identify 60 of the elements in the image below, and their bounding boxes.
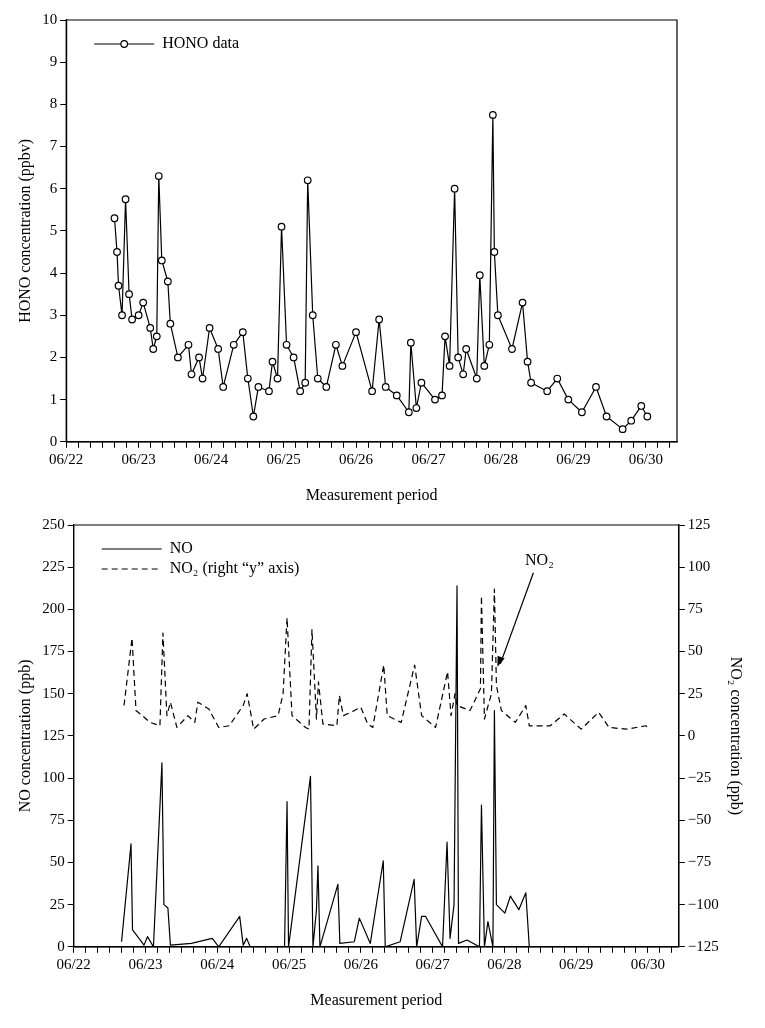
y-tick-label: 6 [49, 179, 58, 196]
x-tick-label: 06/29 [556, 450, 591, 467]
y-tick-label: 0 [49, 432, 58, 449]
y-tick-label: 250 [42, 515, 65, 532]
x-tick-label: 06/27 [411, 450, 447, 467]
x-tick-label: 06/25 [271, 955, 307, 972]
y2-tick-label: 50 [687, 642, 703, 659]
legend-label: HONO data [162, 34, 240, 52]
x-tick-label: 06/23 [121, 450, 156, 467]
y2-tick-label: 0 [687, 726, 696, 743]
y-tick-label: 0 [57, 937, 65, 954]
x-tick-label: 06/29 [559, 955, 594, 972]
y-tick-label: 3 [49, 306, 58, 323]
y-tick-label: 75 [49, 811, 65, 828]
x-tick-label: 06/24 [194, 450, 229, 467]
y-tick-label: 2 [49, 348, 58, 365]
x-tick-label: 06/27 [415, 955, 451, 972]
y-tick-label: 9 [49, 53, 58, 70]
x-tick-label: 06/30 [630, 955, 666, 972]
y-tick-label: 10 [42, 10, 58, 27]
y2-tick-label: −25 [687, 769, 712, 786]
y2-tick-label: 25 [687, 684, 703, 701]
y-tick-label: 200 [42, 600, 65, 617]
y-tick-label: 7 [49, 137, 58, 154]
legend-label: NO [169, 539, 193, 557]
x-tick-label: 06/28 [487, 955, 522, 972]
y2-tick-label: −50 [687, 811, 712, 828]
x-tick-label: 06/22 [49, 450, 84, 467]
x-axis-title: Measurement period [310, 990, 443, 1009]
y-tick-label: 25 [49, 895, 65, 912]
y-tick-label: 5 [49, 221, 58, 238]
x-tick-label: 06/26 [343, 955, 379, 972]
x-tick-label: 06/26 [338, 450, 374, 467]
y2-tick-label: 100 [687, 558, 711, 575]
x-axis-title: Measurement period [305, 485, 438, 504]
x-tick-label: 06/28 [483, 450, 518, 467]
y2-tick-label: −75 [687, 853, 712, 870]
y2-tick-label: −100 [687, 895, 719, 912]
y-tick-label: 125 [42, 726, 65, 743]
y2-tick-label: −125 [687, 937, 719, 954]
x-tick-label: 06/24 [200, 955, 235, 972]
y-tick-label: 4 [49, 264, 58, 281]
x-tick-label: 06/30 [628, 450, 663, 467]
y2-tick-label: 125 [687, 515, 711, 532]
y-tick-label: 150 [42, 684, 65, 701]
y-tick-label: 8 [49, 95, 58, 112]
x-tick-label: 06/22 [56, 955, 91, 972]
y-axis-title: NO concentration (ppb) [15, 659, 34, 813]
y2-axis-title: NO₂ concentration (ppb) [727, 656, 746, 816]
y-tick-label: 225 [42, 558, 65, 575]
annotation: NO₂ [525, 550, 554, 568]
y-tick-label: 175 [42, 642, 65, 659]
y-tick-label: 100 [42, 769, 65, 786]
x-tick-label: 06/23 [128, 955, 163, 972]
legend-label: NO₂ (right “y” axis) [169, 559, 300, 578]
x-tick-label: 06/25 [266, 450, 301, 467]
y-tick-label: 1 [49, 390, 58, 407]
y-tick-label: 50 [49, 853, 65, 870]
y2-tick-label: 75 [687, 600, 703, 617]
y-axis-title: HONO concentration (ppbv) [15, 138, 34, 323]
